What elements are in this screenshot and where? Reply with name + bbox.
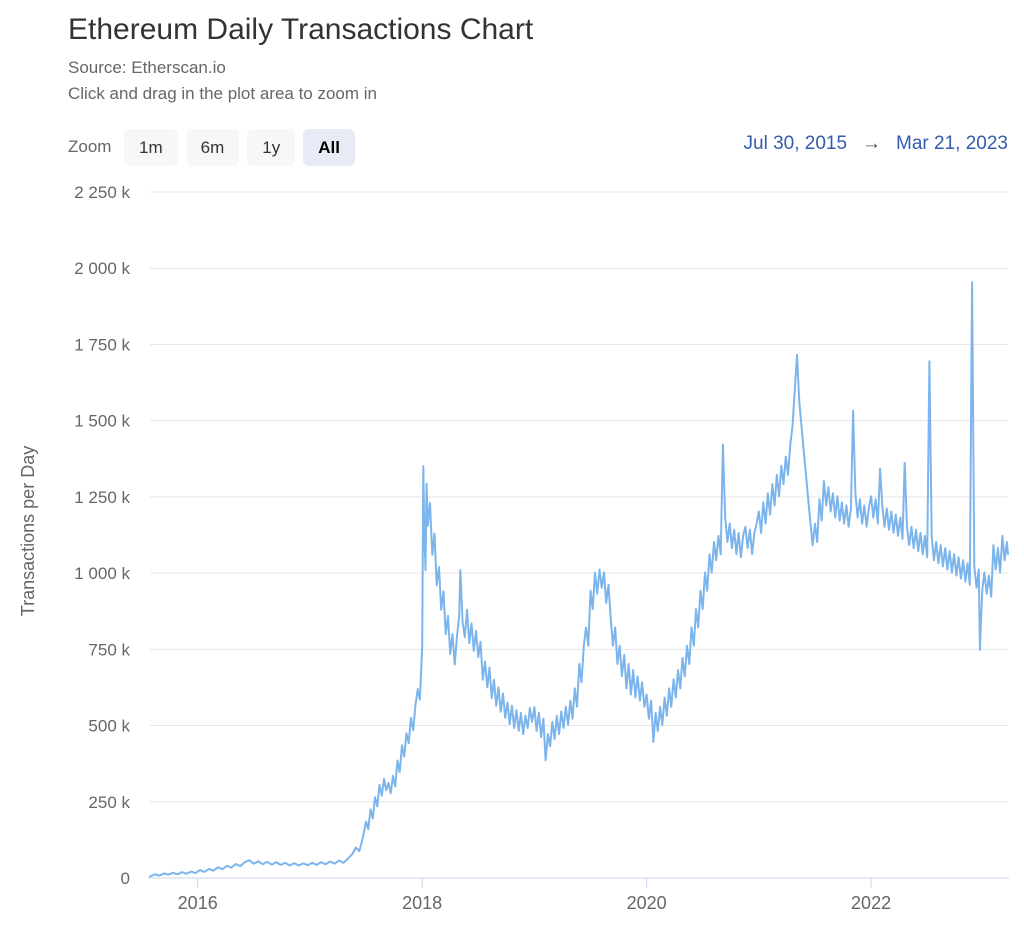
x-tick-label-2020: 2020: [627, 893, 667, 913]
zoom-button-1m[interactable]: 1m: [124, 129, 178, 166]
x-tick-label-2022: 2022: [851, 893, 891, 913]
zoom-button-1y[interactable]: 1y: [247, 129, 296, 166]
y-tick-label-250k: 250 k: [88, 793, 130, 812]
transactions-series: [149, 281, 1009, 878]
axes: [148, 877, 1009, 888]
x-tick-label-2018: 2018: [402, 893, 442, 913]
y-tick-label-1000k: 1 000 k: [74, 564, 130, 583]
y-tick-label-1500k: 1 500 k: [74, 412, 130, 431]
daily-transactions-line: [149, 281, 1009, 878]
chart-source-subtitle: Source: Etherscan.io: [68, 58, 226, 77]
zoom-button-all[interactable]: All: [303, 129, 355, 166]
y-axis-title: Transactions per Day: [18, 446, 38, 616]
zoom-label: Zoom: [68, 137, 112, 156]
y-tick-label-1750k: 1 750 k: [74, 335, 130, 354]
page-title: Ethereum Daily Transactions Chart: [68, 13, 534, 46]
y-tick-label-750k: 750 k: [88, 640, 130, 659]
date-range-selector: Jul 30, 2015 → Mar 21, 2023: [744, 133, 1009, 155]
arrow-right-icon: →: [862, 133, 882, 154]
y-tick-label-1250k: 1 250 k: [74, 488, 130, 507]
range-from-date[interactable]: Jul 30, 2015: [743, 133, 848, 154]
axis-labels: 0 250 k 500 k 750 k 1 000 k 1 250 k 1 500 k 1 7…: [74, 183, 891, 913]
y-tick-label-2250k: 2 250 k: [74, 183, 130, 202]
y-tick-label-500k: 500 k: [88, 717, 130, 736]
zoom-buttons-group: 1m 6m 1y All: [124, 129, 355, 166]
y-tick-label-2000k: 2 000 k: [74, 259, 130, 278]
x-tick-label-2016: 2016: [178, 893, 218, 913]
range-to-date[interactable]: Mar 21, 2023: [896, 133, 1008, 154]
chart-zoom-hint: Click and drag in the plot area to zoom …: [68, 84, 378, 103]
zoom-button-6m[interactable]: 6m: [185, 129, 240, 166]
y-tick-label-0k: 0: [121, 869, 130, 888]
gridlines: [150, 191, 1008, 803]
